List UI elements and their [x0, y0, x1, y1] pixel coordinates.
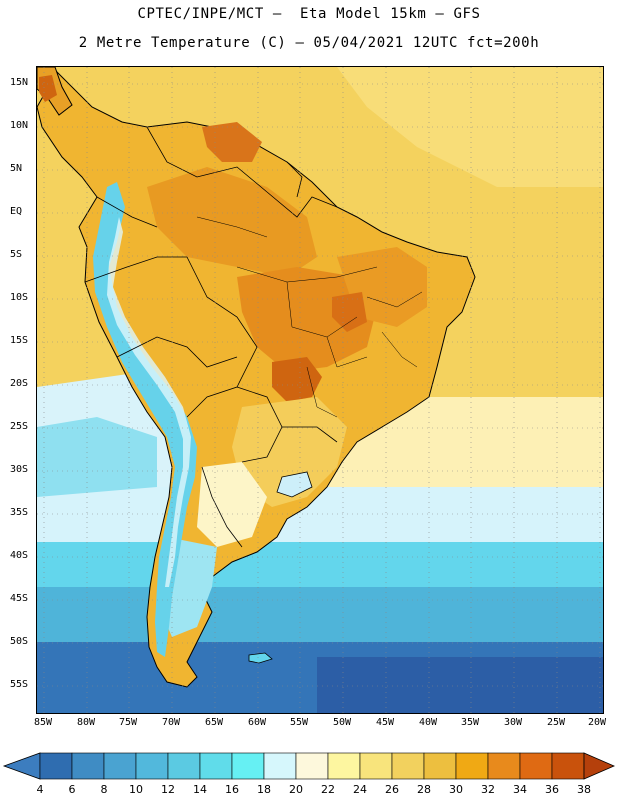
colorbar-cell	[391, 752, 425, 780]
map-title-line-2: 2 Metre Temperature (C) – 05/04/2021 12U…	[78, 35, 540, 51]
graticule	[37, 67, 603, 713]
colorbar-cell	[519, 752, 553, 780]
colorbar-cell	[487, 752, 521, 780]
lat-label-55s: 55S	[10, 679, 29, 690]
colorbar-cells	[39, 752, 585, 780]
colorbar-label: 14	[193, 783, 207, 796]
lon-label-30w: 30W	[503, 717, 523, 728]
hot-zone-goias	[332, 292, 367, 332]
lon-label-35w: 35W	[460, 717, 480, 728]
hot-zone-amazon	[147, 167, 317, 277]
colorbar-cell	[263, 752, 297, 780]
lon-label-70w: 70W	[161, 717, 181, 728]
colorbar-label: 18	[257, 783, 271, 796]
country-borders	[84, 126, 338, 548]
state-borders	[196, 216, 423, 418]
lat-label-5s: 5S	[10, 249, 23, 260]
colorbar-label: 20	[289, 783, 303, 796]
mild-zone-south-brazil	[232, 397, 347, 507]
lat-label-25s: 25S	[10, 421, 29, 432]
colorbar-label: 8	[100, 783, 108, 796]
colorbar-cell	[135, 752, 169, 780]
hot-zone-central-brazil	[237, 267, 377, 372]
colorbar-label: 28	[417, 783, 431, 796]
colorbar-label: 24	[353, 783, 367, 796]
ocean-north-atlantic	[337, 67, 603, 187]
ocean-band-light	[37, 487, 603, 542]
lat-label-5n: 5N	[10, 163, 23, 174]
colorbar-low-arrow	[2, 752, 41, 780]
colorbar-cell	[39, 752, 73, 780]
ocean-pacific-cyan	[37, 417, 157, 497]
cool-zone-argentina	[197, 462, 267, 547]
lat-label-15n: 15N	[10, 77, 29, 88]
lat-label-35s: 35S	[10, 507, 29, 518]
colorbar-cell	[199, 752, 233, 780]
colorbar-label: 4	[36, 783, 44, 796]
lon-label-20w: 20W	[587, 717, 607, 728]
andes-cold-band	[93, 182, 197, 657]
lon-label-85w: 85W	[33, 717, 53, 728]
colorbar-cell	[423, 752, 457, 780]
lon-label-40w: 40W	[418, 717, 438, 728]
colorbar-cell	[551, 752, 585, 780]
hot-zone-venezuela	[202, 122, 262, 162]
colorbar-cell	[455, 752, 489, 780]
colorbar-label: 34	[513, 783, 527, 796]
lat-label-10s: 10S	[10, 292, 29, 303]
map-frame[interactable]	[36, 66, 604, 714]
lat-label-40s: 40S	[10, 550, 29, 561]
lon-label-65w: 65W	[204, 717, 224, 728]
colorbar-label: 12	[161, 783, 175, 796]
lon-label-75w: 75W	[118, 717, 138, 728]
temperature-colorbar	[2, 752, 616, 780]
temperature-map[interactable]	[37, 67, 604, 714]
lat-label-30s: 30S	[10, 464, 29, 475]
lat-label-50s: 50S	[10, 636, 29, 647]
lon-label-50w: 50W	[332, 717, 352, 728]
lon-label-25w: 25W	[546, 717, 566, 728]
south-america-land	[37, 71, 476, 688]
lon-label-60w: 60W	[247, 717, 267, 728]
lat-label-15s: 15S	[10, 335, 29, 346]
lat-label-45s: 45S	[10, 593, 29, 604]
colorbar-cell	[103, 752, 137, 780]
hot-zone-panama	[39, 75, 57, 102]
ocean-band-cyan	[37, 542, 603, 587]
colorbar-label: 26	[385, 783, 399, 796]
colorbar-label: 22	[321, 783, 335, 796]
colorbar-label: 36	[545, 783, 559, 796]
colorbar-label: 6	[68, 783, 76, 796]
colorbar-high-arrow	[583, 752, 616, 780]
colorbar-cell	[231, 752, 265, 780]
lat-label-20s: 20S	[10, 378, 29, 389]
map-title-line-1: CPTEC/INPE/MCT – Eta Model 15km – GFS	[137, 6, 481, 22]
colorbar-cell	[71, 752, 105, 780]
colorbar-label: 30	[449, 783, 463, 796]
colorbar-label: 32	[481, 783, 495, 796]
falklands	[248, 652, 273, 664]
lat-label-10n: 10N	[10, 120, 29, 131]
lon-label-80w: 80W	[76, 717, 96, 728]
colorbar-label: 16	[225, 783, 239, 796]
colorbar-label: 10	[129, 783, 143, 796]
ocean-band-mid	[37, 587, 603, 642]
ocean-band-deepest	[317, 657, 603, 713]
lat-label-eq: EQ	[10, 206, 23, 217]
hot-zone-mato-grosso	[272, 357, 322, 402]
colorbar-cell	[359, 752, 393, 780]
lon-label-45w: 45W	[375, 717, 395, 728]
colorbar-cell	[167, 752, 201, 780]
colorbar-label: 38	[577, 783, 591, 796]
rio-de-la-plata	[276, 471, 313, 498]
colorbar-cell	[295, 752, 329, 780]
lon-label-55w: 55W	[289, 717, 309, 728]
andes-snow-core	[107, 217, 191, 587]
colorbar-cell	[327, 752, 361, 780]
